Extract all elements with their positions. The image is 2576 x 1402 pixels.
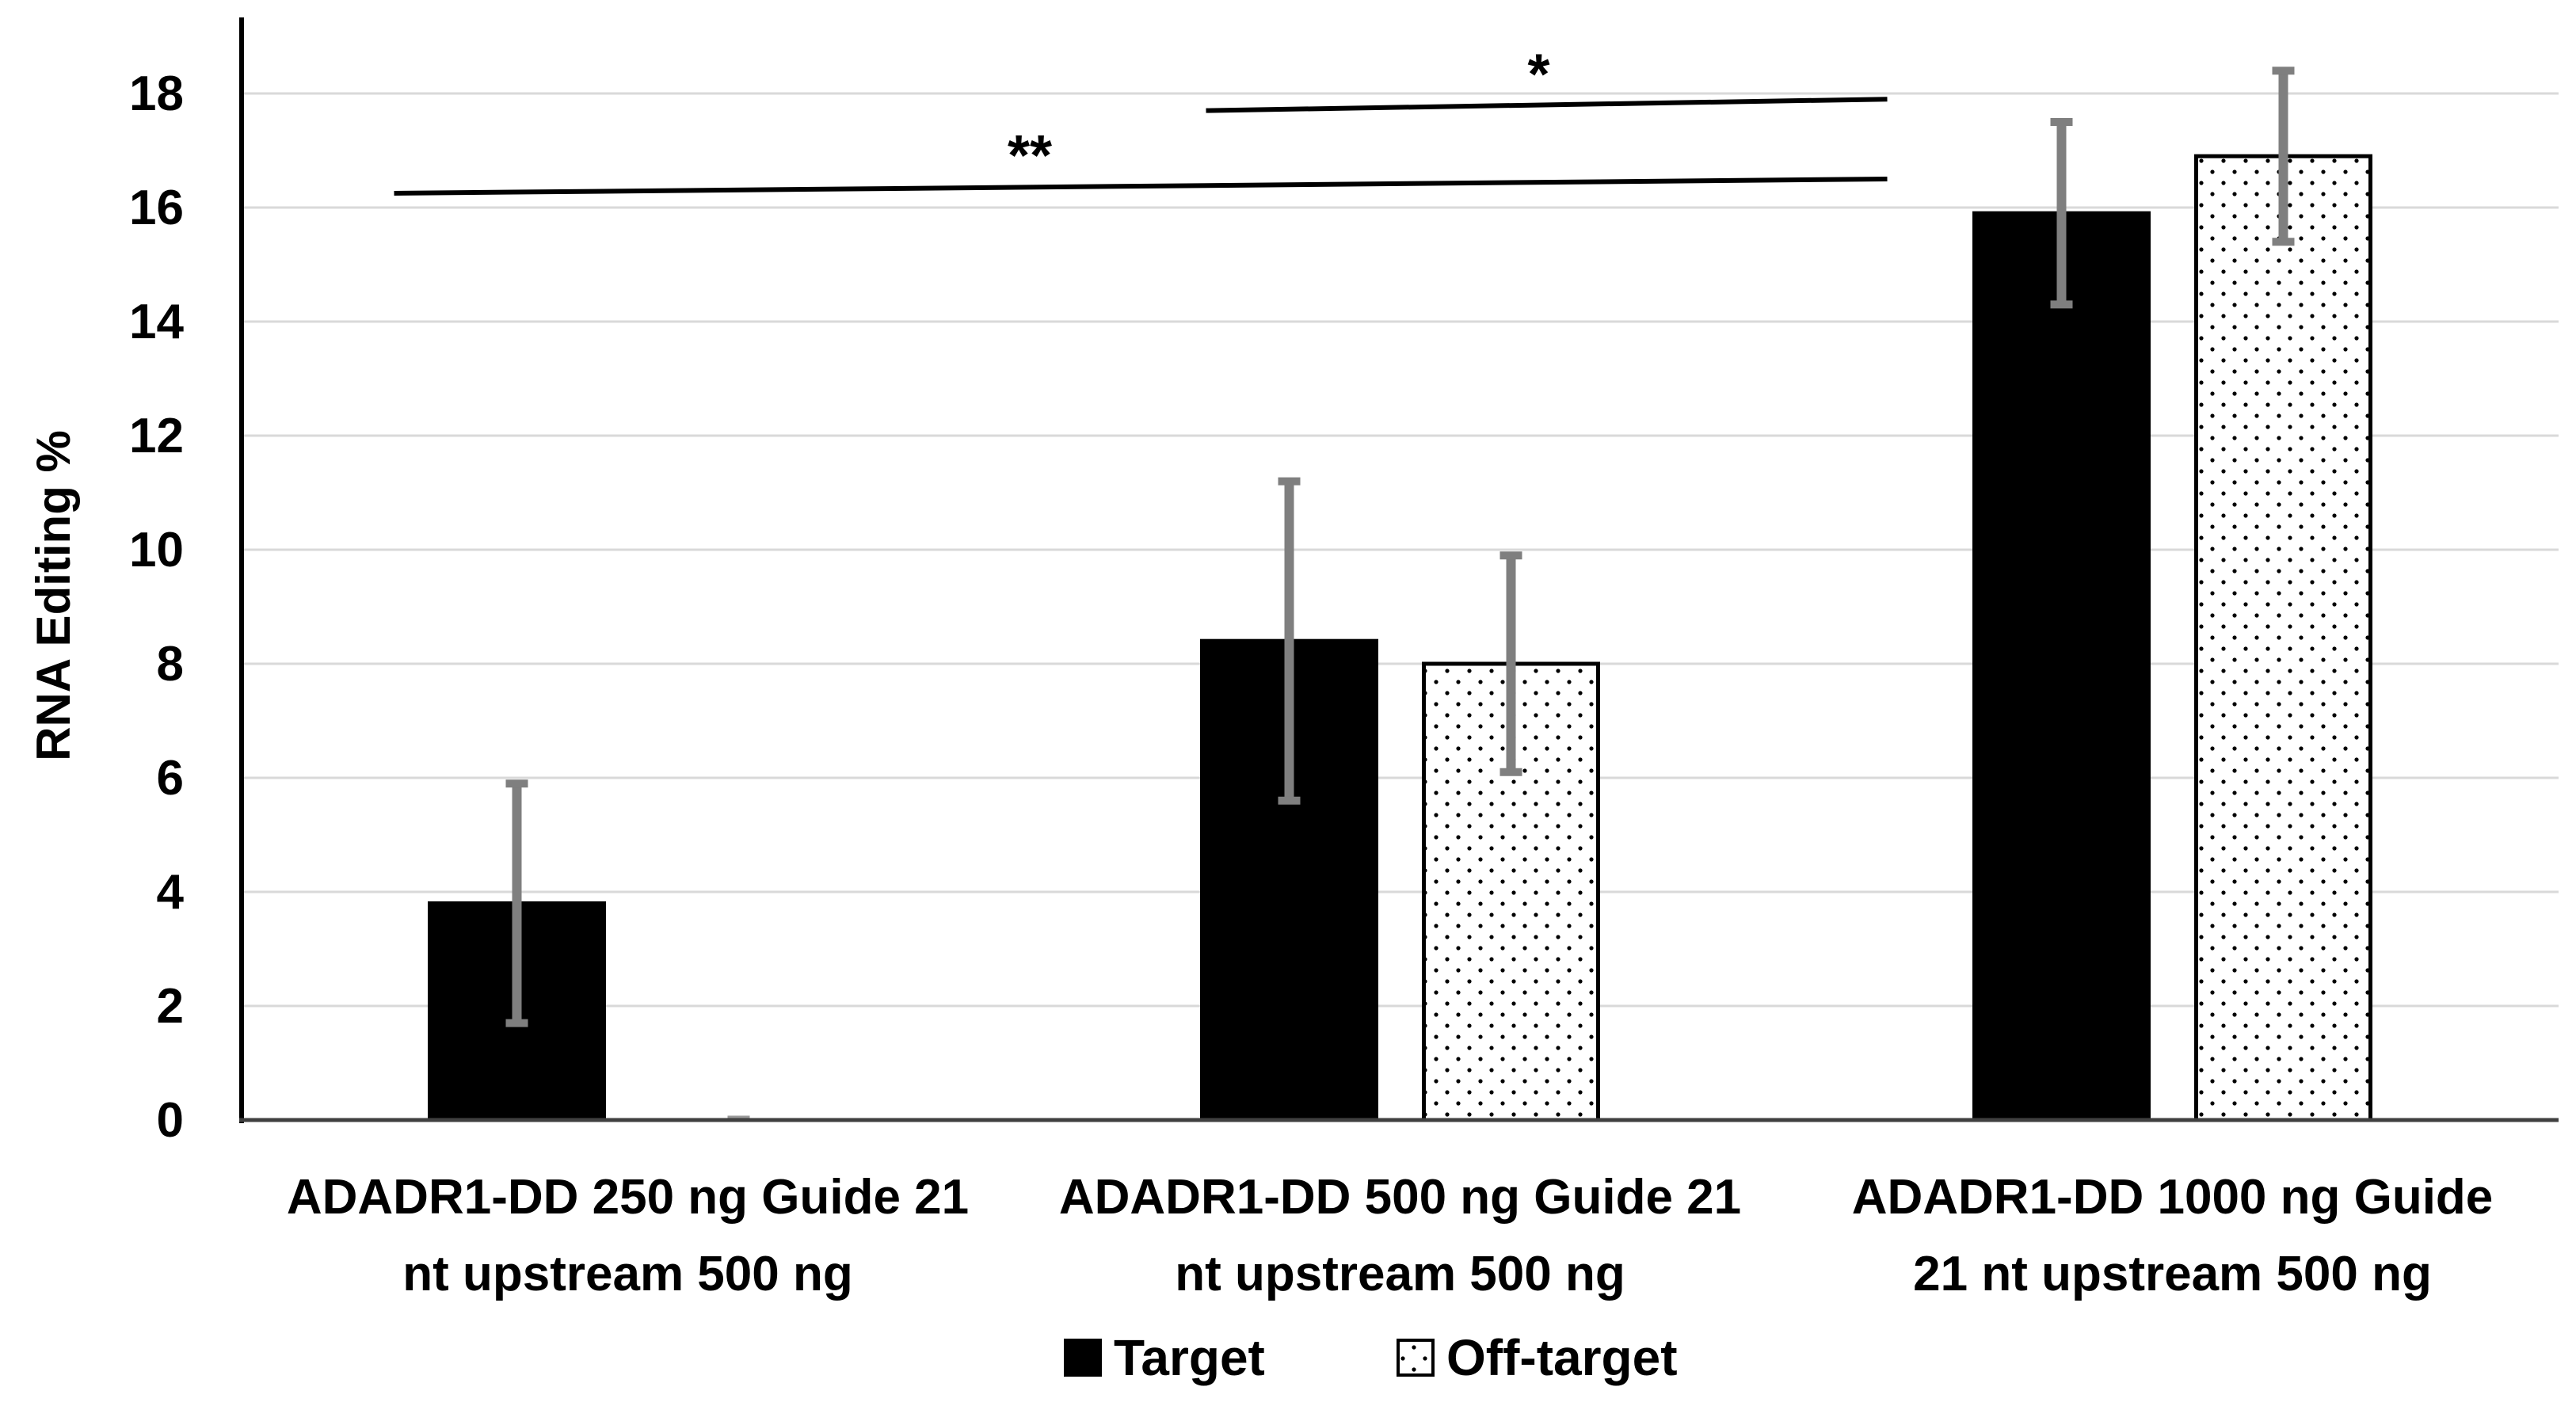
category-label-0: ADADR1-DD 250 ng Guide 21 nt upstream 500… xyxy=(287,1170,969,1301)
y-tick-label-10: 10 xyxy=(129,523,184,577)
bars xyxy=(428,154,2372,1122)
y-tick-label-6: 6 xyxy=(157,751,184,806)
error-bars xyxy=(505,67,2295,1027)
bar-off-target-2 xyxy=(2194,154,2372,1122)
y-tick-label-16: 16 xyxy=(129,181,184,235)
y-tick-label-8: 8 xyxy=(157,637,184,691)
category-label-1: ADADR1-DD 500 ng Guide 21 nt upstream 500… xyxy=(1059,1170,1741,1301)
legend-swatch-target xyxy=(1064,1339,1102,1377)
significance-label-1: * xyxy=(1527,43,1549,106)
category-label-line: nt upstream 500 ng xyxy=(402,1247,852,1301)
legend-swatch-off-target xyxy=(1397,1339,1435,1377)
y-axis-title: RNA Editing % xyxy=(27,430,80,761)
y-tick-labels: 0 2 4 6 8 10 12 14 16 18 xyxy=(129,67,184,1148)
significance-label-0: ** xyxy=(1008,124,1052,188)
y-tick-label-4: 4 xyxy=(157,865,185,920)
category-label-line: ADADR1-DD 1000 ng Guide xyxy=(1852,1170,2494,1225)
axes xyxy=(239,17,2559,1123)
category-label-line: ADADR1-DD 250 ng Guide 21 xyxy=(287,1170,969,1225)
y-tick-label-2: 2 xyxy=(157,979,184,1034)
y-tick-label-18: 18 xyxy=(129,67,184,121)
significance-line-1 xyxy=(1206,97,1888,113)
legend-label-1: Off-target xyxy=(1446,1329,1678,1386)
category-label-line: ADADR1-DD 500 ng Guide 21 xyxy=(1059,1170,1741,1225)
gridlines xyxy=(242,92,2559,1008)
legend: Target Off-target xyxy=(1064,1329,1678,1386)
category-label-2: ADADR1-DD 1000 ng Guide 21 nt upstream 50… xyxy=(1852,1170,2494,1301)
y-tick-label-14: 14 xyxy=(129,295,184,349)
significance-annotations: *** xyxy=(394,43,1888,196)
category-labels: ADADR1-DD 250 ng Guide 21 nt upstream 500… xyxy=(287,1170,2493,1301)
bar-target-2 xyxy=(1972,211,2151,1122)
y-tick-label-12: 12 xyxy=(129,409,184,463)
category-label-line: 21 nt upstream 500 ng xyxy=(1913,1247,2432,1301)
legend-label-0: Target xyxy=(1114,1329,1265,1386)
significance-line-0 xyxy=(394,177,1888,196)
category-label-line: nt upstream 500 ng xyxy=(1175,1247,1625,1301)
y-tick-label-0: 0 xyxy=(157,1093,184,1148)
